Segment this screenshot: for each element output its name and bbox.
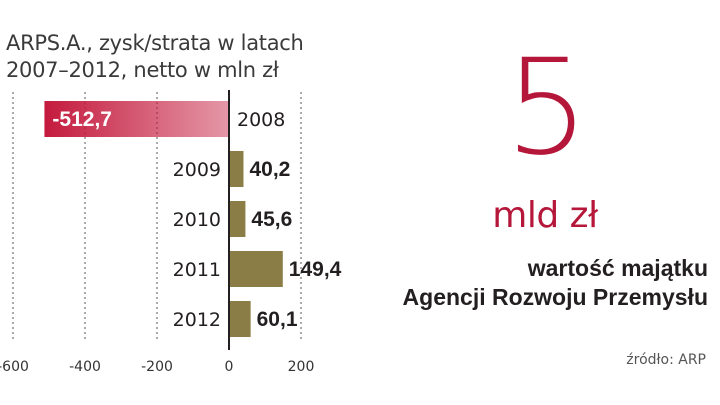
x-tick-label-200: 200 — [288, 359, 315, 375]
chart-title-line-2: 2007–2012, netto w mln zł — [6, 58, 279, 82]
category-label-2008: 2008 — [237, 109, 285, 131]
highlight-description: wartość majątku Agencji Rozwoju Przemysł… — [370, 254, 708, 312]
data-label-2011: 149,4 — [289, 258, 342, 281]
category-label-2011: 2011 — [173, 259, 221, 281]
x-tick-label--200: -200 — [141, 359, 173, 375]
chart-title: ARPS.A., zysk/strata w latach 2007–2012,… — [6, 30, 306, 84]
bar-2012 — [229, 301, 251, 337]
x-tick-label-0: 0 — [225, 359, 234, 375]
data-label-2009: 40,2 — [249, 158, 290, 181]
bar-2011 — [229, 251, 283, 287]
bar-2010 — [229, 201, 246, 237]
highlight-unit: mld zł — [492, 195, 598, 236]
bar-2008 — [44, 101, 229, 137]
highlight-number: 5 — [505, 31, 589, 185]
data-label-2010: 45,6 — [251, 208, 292, 231]
x-tick-label--600: -600 — [0, 359, 29, 375]
category-label-2009: 2009 — [173, 159, 221, 181]
data-label-2012: 60,1 — [257, 308, 298, 331]
bar-chart: -512,7 2008 2009 40,2 2010 45,6 2011 149,4 2012 6… — [0, 90, 342, 375]
data-label-2008: -512,7 — [52, 108, 112, 131]
highlight-description-line-2: Agencji Rozwoju Przemysłu — [402, 284, 708, 310]
category-label-2010: 2010 — [173, 209, 221, 231]
bar-2009 — [229, 151, 244, 187]
category-label-2012: 2012 — [173, 309, 221, 331]
x-tick-label--400: -400 — [69, 359, 101, 375]
chart-title-line-1: ARPS.A., zysk/strata w latach — [6, 31, 304, 55]
highlight-description-line-1: wartość majątku — [527, 255, 708, 281]
source-note: źródło: ARP — [626, 352, 706, 368]
